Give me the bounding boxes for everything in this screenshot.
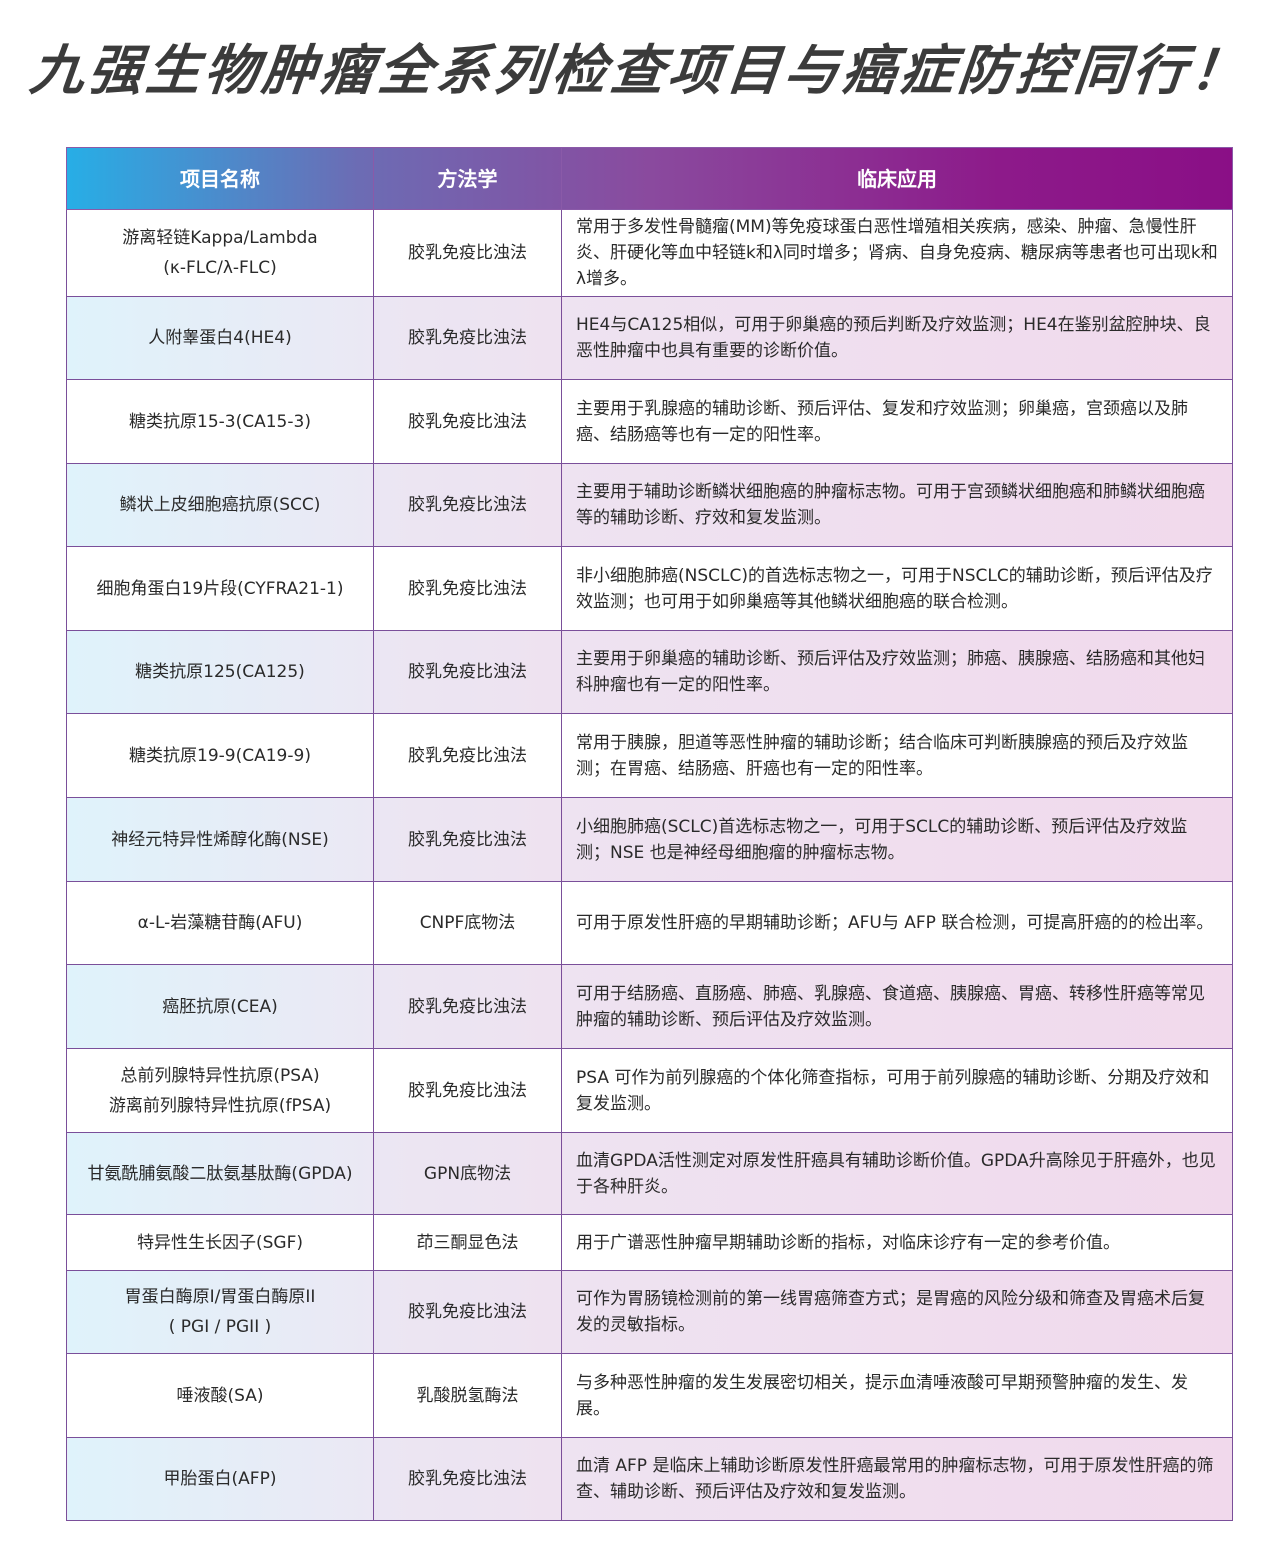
page-title: 九强生物肿瘤全系列检查项目与癌症防控同行！ xyxy=(27,39,1252,102)
table-row: 糖类抗原125(CA125) 胶乳免疫比浊法 主要用于卵巢癌的辅助诊断、预后评估及疗… xyxy=(66,630,1233,714)
item-name-cell: 甘氨酰脯氨酸二肽氨基肽酶(GPDA) xyxy=(66,1132,374,1215)
table-row: 人附睾蛋白4(HE4) 胶乳免疫比浊法 HE4与CA125相似，可用于卵巢癌的预后判… xyxy=(66,296,1233,380)
item-name: 鳞状上皮细胞癌抗原(SCC) xyxy=(119,495,321,515)
table-row: 甲胎蛋白(AFP) 胶乳免疫比浊法 血清 AFP 是临床上辅助诊断原发性肝癌最常用的… xyxy=(66,1437,1233,1521)
clinical-application-cell: 血清 AFP 是临床上辅助诊断原发性肝癌最常用的肿瘤标志物，可用于原发性肝癌的筛… xyxy=(561,1437,1233,1521)
table-row: 鳞状上皮细胞癌抗原(SCC) 胶乳免疫比浊法 主要用于辅助诊断鳞状细胞癌的肿瘤标志物… xyxy=(66,463,1233,547)
item-name-cell: 糖类抗原125(CA125) xyxy=(66,630,374,714)
table-row: 胃蛋白酶原I/胃蛋白酶原II ( PGI / PGII ) 胶乳免疫比浊法 可作为胃肠… xyxy=(66,1270,1233,1354)
clinical-application-cell: 主要用于卵巢癌的辅助诊断、预后评估及疗效监测；肺癌、胰腺癌、结肠癌和其他妇科肿瘤… xyxy=(561,630,1233,714)
method-cell: 茚三酮显色法 xyxy=(373,1214,562,1271)
item-name: 人附睾蛋白4(HE4) xyxy=(148,328,292,348)
method-cell: 胶乳免疫比浊法 xyxy=(373,713,562,798)
clinical-application-cell: 可用于结肠癌、直肠癌、肺癌、乳腺癌、食道癌、胰腺癌、胃癌、转移性肝癌等常见肿瘤的… xyxy=(561,964,1233,1049)
method-cell: 胶乳免疫比浊法 xyxy=(373,296,562,380)
method-cell: 胶乳免疫比浊法 xyxy=(373,1048,562,1133)
item-name: 特异性生长因子(SGF) xyxy=(136,1232,303,1253)
method-cell: 胶乳免疫比浊法 xyxy=(373,209,562,297)
item-name: 细胞角蛋白19片段(CYFRA21-1) xyxy=(96,578,344,599)
item-name: 神经元特异性烯醇化酶(NSE) xyxy=(111,829,329,850)
table-row: 总前列腺特异性抗原(PSA) 游离前列腺特异性抗原(fPSA) 胶乳免疫比浊法 PSA… xyxy=(66,1048,1233,1133)
item-name-cell: 特异性生长因子(SGF) xyxy=(66,1214,374,1271)
method-cell: 胶乳免疫比浊法 xyxy=(373,379,562,464)
item-name: 糖类抗原15-3(CA15-3) xyxy=(129,411,311,432)
item-name-cell: 胃蛋白酶原I/胃蛋白酶原II ( PGI / PGII ) xyxy=(66,1270,374,1354)
clinical-application-cell: 小细胞肺癌(SCLC)首选标志物之一，可用于SCLC的辅助诊断、预后评估及疗效监… xyxy=(561,797,1233,882)
item-name-cell: α-L-岩藻糖苷酶(AFU) xyxy=(66,881,374,965)
item-name: α-L-岩藻糖苷酶(AFU) xyxy=(137,913,303,933)
item-name-cell: 甲胎蛋白(AFP) xyxy=(66,1437,374,1521)
item-name-cell: 人附睾蛋白4(HE4) xyxy=(66,296,374,380)
method-cell: 胶乳免疫比浊法 xyxy=(373,797,562,882)
header-item-name: 项目名称 xyxy=(66,147,374,210)
item-name-cell: 总前列腺特异性抗原(PSA) 游离前列腺特异性抗原(fPSA) xyxy=(66,1048,374,1133)
table-row: 癌胚抗原(CEA) 胶乳免疫比浊法 可用于结肠癌、直肠癌、肺癌、乳腺癌、食道癌、胰腺… xyxy=(66,964,1233,1049)
table-row: α-L-岩藻糖苷酶(AFU) CNPF底物法 可用于原发性肝癌的早期辅助诊断；AFU… xyxy=(66,881,1233,965)
table-row: 细胞角蛋白19片段(CYFRA21-1) 胶乳免疫比浊法 非小细胞肺癌(NSCLC)… xyxy=(66,546,1233,631)
item-name: 糖类抗原19-9(CA19-9) xyxy=(129,745,311,766)
item-name: 甲胎蛋白(AFP) xyxy=(163,1469,277,1489)
clinical-application-cell: 用于广谱恶性肿瘤早期辅助诊断的指标，对临床诊疗有一定的参考价值。 xyxy=(561,1214,1233,1271)
header-method: 方法学 xyxy=(373,147,562,210)
clinical-application-cell: 与多种恶性肿瘤的发生发展密切相关，提示血清唾液酸可早期预警肿瘤的发生、发展。 xyxy=(561,1353,1233,1438)
item-name: 甘氨酰脯氨酸二肽氨基肽酶(GPDA) xyxy=(87,1163,353,1184)
item-name: 总前列腺特异性抗原(PSA) xyxy=(120,1065,320,1086)
clinical-application-cell: 可用于原发性肝癌的早期辅助诊断；AFU与 AFP 联合检测，可提高肝癌的的检出率… xyxy=(561,881,1233,965)
clinical-application-cell: 非小细胞肺癌(NSCLC)的首选标志物之一，可用于NSCLC的辅助诊断，预后评估… xyxy=(561,546,1233,631)
item-name-secondary: 游离前列腺特异性抗原(fPSA) xyxy=(108,1095,332,1116)
table-header-row: 项目名称 方法学 临床应用 xyxy=(66,147,1233,210)
method-cell: GPN底物法 xyxy=(373,1132,562,1215)
item-name: 糖类抗原125(CA125) xyxy=(135,662,305,682)
item-name-cell: 神经元特异性烯醇化酶(NSE) xyxy=(66,797,374,882)
clinical-application-cell: HE4与CA125相似，可用于卵巢癌的预后判断及疗效监测；HE4在鉴别盆腔肿块、… xyxy=(561,296,1233,380)
item-name: 游离轻链Kappa/Lambda xyxy=(122,228,318,248)
table-row: 特异性生长因子(SGF) 茚三酮显色法 用于广谱恶性肿瘤早期辅助诊断的指标，对临床诊… xyxy=(66,1214,1233,1271)
method-cell: CNPF底物法 xyxy=(373,881,562,965)
table-row: 糖类抗原15-3(CA15-3) 胶乳免疫比浊法 主要用于乳腺癌的辅助诊断、预后评估… xyxy=(66,379,1233,464)
clinical-application-cell: 常用于胰腺，胆道等恶性肿瘤的辅助诊断；结合临床可判断胰腺癌的预后及疗效监测；在胃… xyxy=(561,713,1233,798)
clinical-application-cell: PSA 可作为前列腺癌的个体化筛查指标，可用于前列腺癌的辅助诊断、分期及疗效和复… xyxy=(561,1048,1233,1133)
clinical-application-cell: 常用于多发性骨髓瘤(MM)等免疫球蛋白恶性增殖相关疾病，感染、肿瘤、急慢性肝炎、… xyxy=(561,209,1233,297)
item-name: 唾液酸(SA) xyxy=(176,1385,264,1406)
method-cell: 胶乳免疫比浊法 xyxy=(373,630,562,714)
table-row: 唾液酸(SA) 乳酸脱氢酶法 与多种恶性肿瘤的发生发展密切相关，提示血清唾液酸可早期… xyxy=(66,1353,1233,1438)
method-cell: 胶乳免疫比浊法 xyxy=(373,1437,562,1521)
item-name-cell: 糖类抗原15-3(CA15-3) xyxy=(66,379,374,464)
clinical-application-cell: 主要用于辅助诊断鳞状细胞癌的肿瘤标志物。可用于宫颈鳞状细胞癌和肺鳞状细胞癌等的辅… xyxy=(561,463,1233,547)
item-name: 癌胚抗原(CEA) xyxy=(162,996,278,1017)
table-row: 神经元特异性烯醇化酶(NSE) 胶乳免疫比浊法 小细胞肺癌(SCLC)首选标志物之一… xyxy=(66,797,1233,882)
header-clinical-application: 临床应用 xyxy=(561,147,1233,210)
method-cell: 胶乳免疫比浊法 xyxy=(373,463,562,547)
method-cell: 胶乳免疫比浊法 xyxy=(373,964,562,1049)
table-row: 糖类抗原19-9(CA19-9) 胶乳免疫比浊法 常用于胰腺，胆道等恶性肿瘤的辅助诊… xyxy=(66,713,1233,798)
item-name-cell: 糖类抗原19-9(CA19-9) xyxy=(66,713,374,798)
test-items-table: 项目名称 方法学 临床应用 游离轻链Kappa/Lambda (κ-FLC/λ-F… xyxy=(66,147,1233,1521)
item-name-secondary: (κ-FLC/λ-FLC) xyxy=(163,258,277,278)
item-name-cell: 癌胚抗原(CEA) xyxy=(66,964,374,1049)
clinical-application-cell: 可作为胃肠镜检测前的第一线胃癌筛查方式；是胃癌的风险分级和筛查及胃癌术后复发的灵… xyxy=(561,1270,1233,1354)
clinical-application-cell: 主要用于乳腺癌的辅助诊断、预后评估、复发和疗效监测；卵巢癌，宫颈癌以及肺癌、结肠… xyxy=(561,379,1233,464)
method-cell: 胶乳免疫比浊法 xyxy=(373,1270,562,1354)
item-name-cell: 游离轻链Kappa/Lambda (κ-FLC/λ-FLC) xyxy=(66,209,374,297)
item-name-cell: 鳞状上皮细胞癌抗原(SCC) xyxy=(66,463,374,547)
item-name-cell: 细胞角蛋白19片段(CYFRA21-1) xyxy=(66,546,374,631)
table-row: 游离轻链Kappa/Lambda (κ-FLC/λ-FLC) 胶乳免疫比浊法 常用于多… xyxy=(66,209,1233,297)
item-name-cell: 唾液酸(SA) xyxy=(66,1353,374,1438)
item-name: 胃蛋白酶原I/胃蛋白酶原II xyxy=(124,1287,316,1307)
method-cell: 胶乳免疫比浊法 xyxy=(373,546,562,631)
clinical-application-cell: 血清GPDA活性测定对原发性肝癌具有辅助诊断价值。GPDA升高除见于肝癌外，也见… xyxy=(561,1132,1233,1215)
item-name-secondary: ( PGI / PGII ) xyxy=(168,1317,272,1337)
method-cell: 乳酸脱氢酶法 xyxy=(373,1353,562,1438)
table-row: 甘氨酰脯氨酸二肽氨基肽酶(GPDA) GPN底物法 血清GPDA活性测定对原发性肝癌… xyxy=(66,1132,1233,1215)
